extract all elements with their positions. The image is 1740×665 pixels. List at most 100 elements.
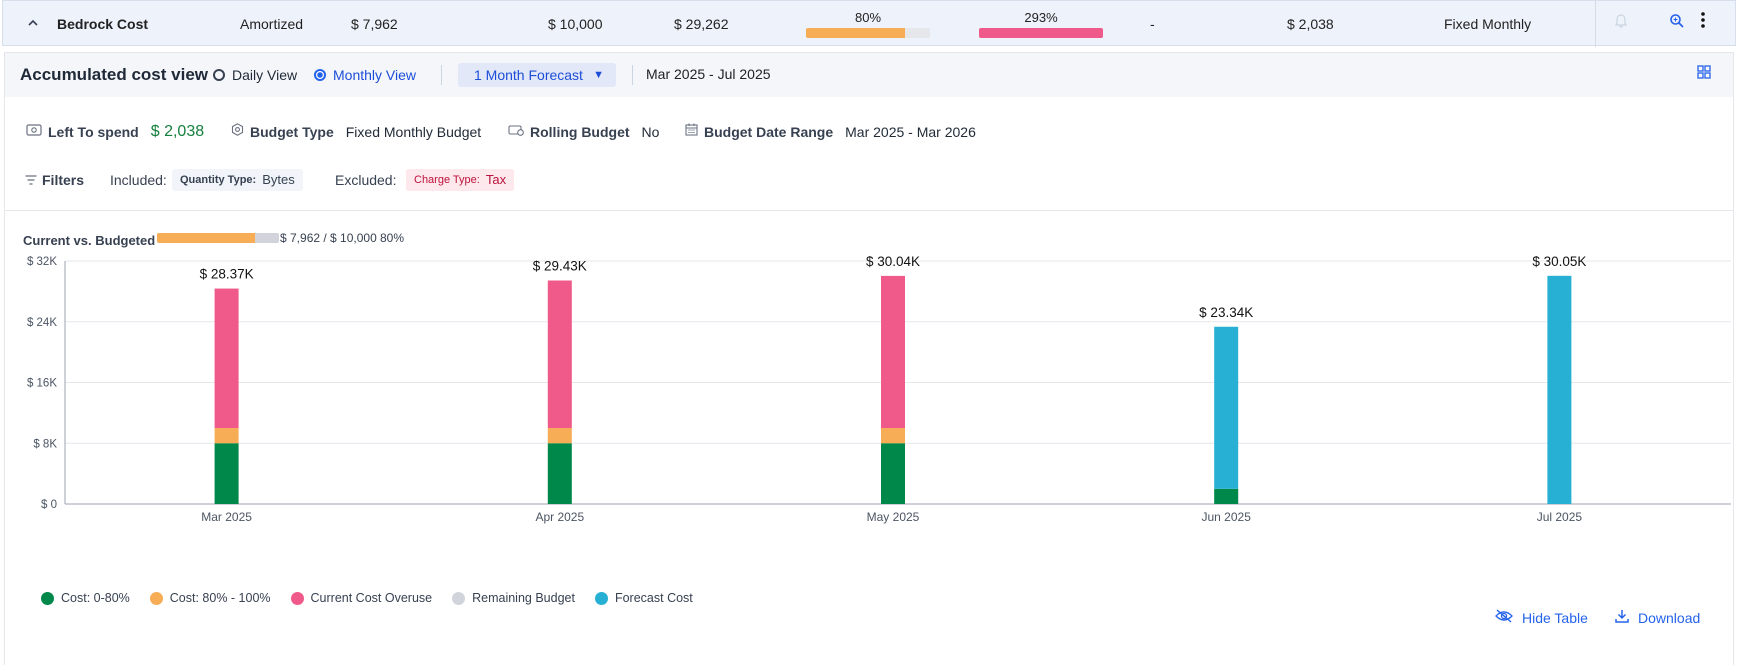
bar-segment [881,443,905,504]
current-vs-budgeted-label: Current vs. Budgeted [23,232,156,248]
bar-segment [1214,326,1239,489]
budget-type-info: Budget Type Fixed Monthly Budget [231,117,481,147]
current-cost: $ 7,962 [351,16,398,32]
eye-off-icon [1495,609,1513,626]
y-tick-label: $ 32K [27,256,57,268]
excluded-filter-key: Charge Type: [414,174,480,186]
bar-segment [1547,275,1572,504]
legend-label: Current Cost Overuse [310,591,433,605]
current-percent-fill [806,28,906,38]
filters-button[interactable]: Filters [25,167,84,193]
legend-label: Forecast Cost [614,591,693,605]
current-vs-budgeted-fill [157,233,255,243]
x-tick-label: Jun 2025 [1202,510,1252,524]
hide-table-label: Hide Table [1522,609,1588,626]
y-tick-label: $ 16K [27,378,57,390]
current-vs-budgeted-bar [157,233,279,243]
legend-item[interactable]: Cost: 80% - 100% [149,591,271,605]
divider [1595,1,1596,47]
legend-label: Cost: 0-80% [61,591,130,605]
rolling-budget-info: Rolling Budget No [508,117,659,147]
rolling-budget-value: No [641,124,660,140]
bar-segment [881,428,905,444]
hide-table-button[interactable]: Hide Table [1495,609,1588,626]
current-vs-budgeted-values: $ 7,962 / $ 10,000 [280,231,377,245]
download-label: Download [1638,609,1701,626]
left-amount: $ 2,038 [1287,16,1334,32]
divider [5,210,1733,211]
included-filter-chip[interactable]: Quantity Type: Bytes [172,169,303,191]
excluded-label: Excluded: [335,172,397,188]
legend-item[interactable]: Forecast Cost [594,591,693,605]
rolling-money-icon [508,117,524,147]
settings-icon [231,117,244,147]
left-to-spend-value: $ 2,038 [150,123,205,140]
y-tick-label: $ 8K [33,438,57,450]
current-vs-budgeted-percent: 80% [380,231,405,245]
filters-row: Filters Included: Quantity Type: Bytes E… [5,167,1733,193]
grid-view-icon[interactable] [1697,53,1711,97]
chevron-up-icon[interactable] [23,1,43,47]
bar-segment [547,428,572,444]
caret-down-icon: ▼ [593,69,604,81]
x-tick-label: May 2025 [867,510,920,524]
legend-dot-icon [41,591,54,605]
bell-icon[interactable] [1613,1,1629,47]
accumulated-cost-panel: Accumulated cost view Daily View Monthly… [4,52,1734,665]
calendar-icon [685,117,698,147]
search-icon[interactable] [1669,1,1685,47]
bar-total-label: $ 23.34K [1199,305,1253,320]
included-filter-value: Bytes [262,172,295,187]
budget-row-header[interactable]: Bedrock Cost Amortized $ 7,962 $ 10,000 … [2,0,1736,47]
budget-date-range-info: Budget Date Range Mar 2025 - Mar 2026 [685,117,976,147]
excluded-filter-value: Tax [485,172,507,187]
daily-view-radio[interactable]: Daily View [213,53,297,97]
current-vs-budgeted: Current vs. Budgeted [23,230,155,250]
budget-name: Bedrock Cost [57,16,149,32]
legend-dot-icon [452,591,466,605]
empty-value: - [1150,16,1155,32]
bar-segment [1214,488,1239,504]
filter-icon [25,167,37,193]
monthly-view-radio[interactable]: Monthly View [314,53,416,97]
bar-segment [547,280,572,429]
excluded-filter-chip[interactable]: Charge Type: Tax [406,169,515,191]
x-tick-label: Jul 2025 [1537,510,1583,524]
forecast-percent-fill [979,28,1103,38]
legend-label: Cost: 80% - 100% [169,591,271,605]
bar-total-label: $ 30.04K [866,254,920,269]
more-vertical-icon[interactable] [1699,1,1707,47]
accumulated-cost-chart: $ 0 $ 8K $ 16K $ 24K $ 32K $ 28.37K Mar 2025 $ … [27,254,1731,524]
x-tick-label: Mar 2025 [201,510,252,524]
bar-total-label: $ 28.37K [200,267,254,282]
legend-dot-icon [594,591,608,605]
filters-label: Filters [42,172,85,188]
forecast-percent-bar [979,28,1103,38]
y-tick-label: $ 24K [27,317,57,329]
left-to-spend: Left To spend $ 2,038 [26,117,204,147]
download-button[interactable]: Download [1615,609,1700,626]
download-icon [1615,609,1629,626]
forecast-dropdown-label: 1 Month Forecast [474,67,583,83]
monthly-view-label: Monthly View [333,67,417,83]
radio-checked-icon [314,69,326,81]
cost-type: Amortized [240,16,304,32]
date-range: Mar 2025 - Jul 2025 [646,66,771,82]
divider [632,65,633,85]
radio-unchecked-icon [213,69,225,81]
bar-total-label: $ 30.05K [1532,254,1586,269]
budget-type-label: Budget Type [250,124,334,140]
legend-item[interactable]: Current Cost Overuse [290,591,433,605]
budget-info-row: Left To spend $ 2,038 Budget Type Fixed … [5,117,1733,147]
divider [441,65,442,85]
legend-item[interactable]: Cost: 0-80% [41,591,130,605]
forecast-dropdown[interactable]: 1 Month Forecast ▼ [458,63,616,87]
budget-type: Fixed Monthly [1444,16,1532,32]
budget-date-range-label: Budget Date Range [704,124,834,140]
y-tick-label: $ 0 [41,499,57,511]
forecast-cost: $ 29,262 [674,16,729,32]
legend-item[interactable]: Remaining Budget [452,591,575,605]
forecast-percent: 293% [979,1,1103,47]
left-to-spend-label: Left To spend [48,124,139,140]
budget-type-value: Fixed Monthly Budget [345,124,482,140]
